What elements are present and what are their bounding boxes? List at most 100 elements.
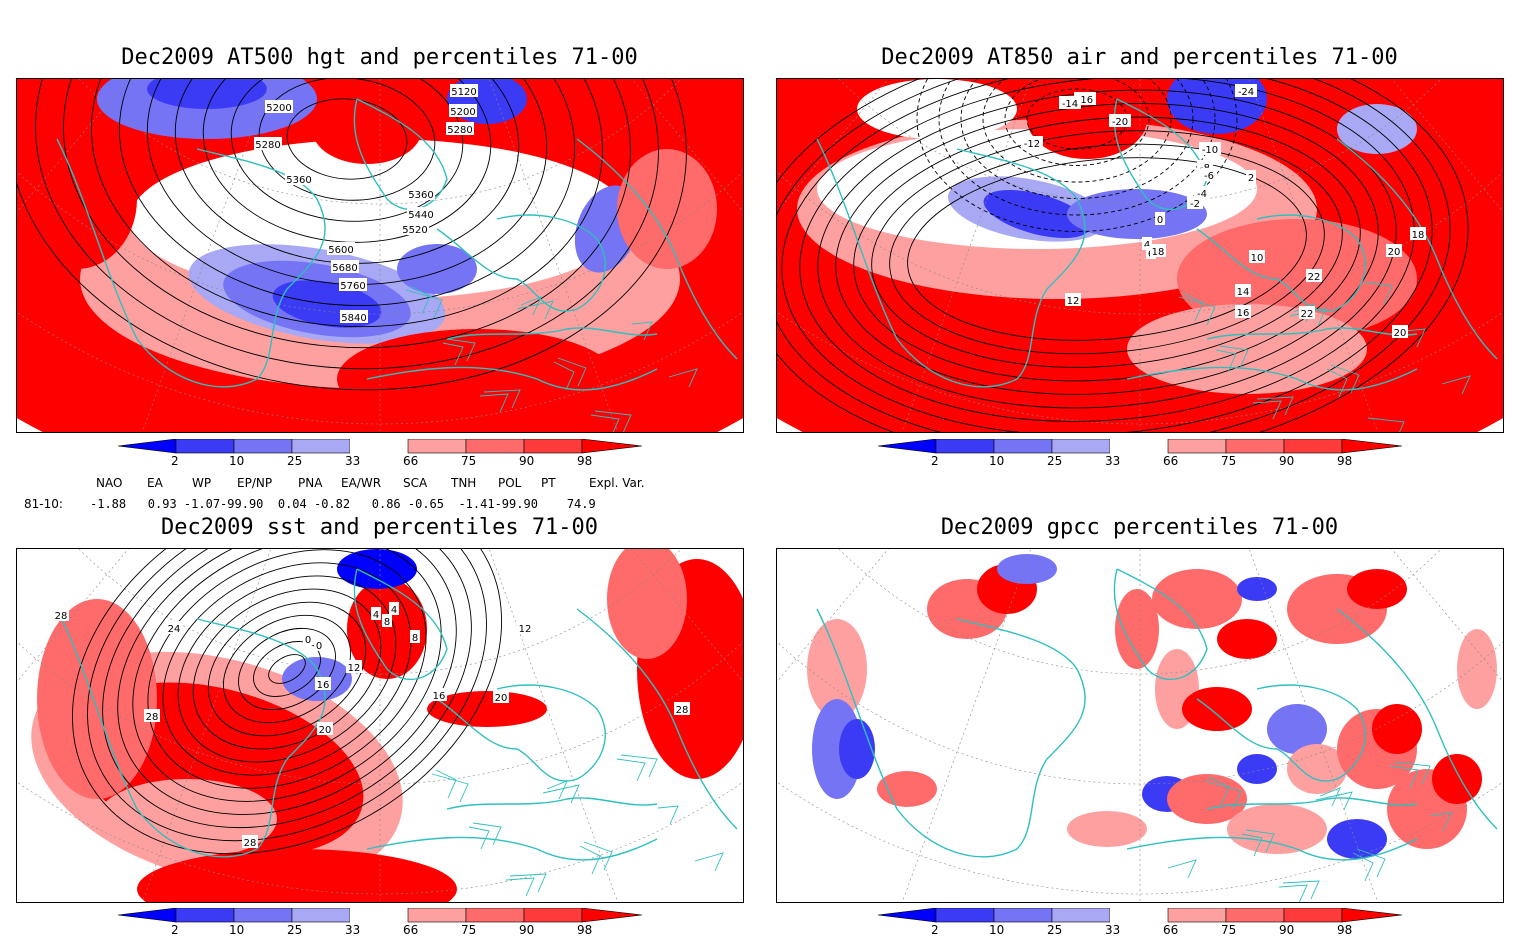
country-border (1167, 859, 1197, 879)
colorbar-swatch (993, 907, 1053, 923)
contour-label-text: 0 (1157, 215, 1163, 226)
colorbar-tick-label: 10 (229, 454, 245, 468)
colorbar-swatch (233, 438, 293, 454)
colorbar-tick-label: 75 (1221, 923, 1237, 937)
contour-label: 5200 (265, 100, 293, 114)
colorbar-tick-label: 98 (1337, 923, 1353, 937)
colorbar-tick-label: 10 (989, 454, 1005, 468)
contour-line (35, 79, 659, 370)
panel-title-hgt500: Dec2009 AT500 hgt and percentiles 71-00 (121, 45, 638, 70)
anomaly-region (312, 94, 422, 164)
precip-anomaly (1327, 819, 1387, 859)
colorbar-swatch (993, 438, 1053, 454)
colorbar-swatch (1283, 438, 1343, 454)
colorbar-tick-label: 66 (1163, 454, 1179, 468)
index-headers: NAO EA WP EP/NP PNA EA/WR SCA TNH POL PT Expl. Var… (0, 476, 760, 492)
coastline (816, 138, 1086, 388)
contour-line (63, 79, 631, 349)
contour-label-text: 4 (1144, 240, 1150, 251)
coastline (1336, 138, 1498, 360)
contour-label-text: 16 (317, 680, 330, 691)
contour-label-text: -2 (1190, 199, 1200, 210)
contour-label-bg (53, 608, 69, 621)
country-border (1356, 848, 1386, 878)
contour-label: 16 (1235, 305, 1251, 319)
contour-label: 4 (1142, 237, 1152, 251)
contour-label-text: 20 (319, 725, 332, 736)
contour-label-text: 20 (495, 693, 508, 704)
map-canvas-air850: -24-20-16-14-12-10-8-6-4-202461012141618… (777, 79, 1503, 432)
contour-label-bg (144, 709, 160, 722)
coastlines (56, 568, 738, 897)
anomaly-region (1067, 189, 1207, 239)
contour-label-bg (265, 100, 293, 113)
contour-line (177, 575, 397, 763)
contour-label-text: -16 (1077, 95, 1093, 106)
country-border (409, 285, 431, 315)
index-header: NAO (96, 476, 123, 490)
contour-label-text: 28 (676, 705, 689, 716)
country-border (694, 852, 724, 872)
precip-anomaly (1182, 687, 1252, 731)
coastline (353, 98, 448, 210)
coastline (576, 138, 738, 360)
country-border (1256, 396, 1294, 416)
country-border (1241, 833, 1263, 857)
colorbar-swatch (407, 907, 467, 923)
contour-label-text: 12 (348, 663, 361, 674)
contour-label-text: 5520 (402, 225, 427, 236)
contour-line (907, 157, 1307, 341)
contour-label-bg (1392, 325, 1408, 338)
contour-label-text: 0 (316, 641, 322, 652)
country-border (405, 289, 443, 319)
contour-label-text: -14 (1062, 99, 1078, 110)
anomaly-region (397, 244, 477, 294)
anomaly-region (1337, 104, 1417, 154)
colorbar-swatch (465, 438, 525, 454)
country-border (1282, 880, 1320, 900)
anomaly-region (17, 129, 137, 269)
colorbar-1: 2 10 25 33 66 75 90 98 (117, 438, 643, 469)
contour-label-text: 8 (412, 633, 418, 644)
precip-anomaly (1267, 704, 1327, 754)
colorbar-tick-label: 10 (989, 923, 1005, 937)
country-border (657, 805, 679, 825)
contour-label-text: 5680 (332, 263, 357, 274)
contour-label-text: 5280 (447, 125, 472, 136)
contour-line (117, 549, 457, 815)
contour-line (102, 549, 472, 829)
country-border (1252, 400, 1282, 420)
coastlines (816, 98, 1498, 432)
contour-lines (17, 79, 687, 391)
index-header: TNH (451, 476, 477, 490)
contour-label: 12 (1065, 293, 1081, 307)
colorbar-swatch (523, 438, 583, 454)
colorbar-swatch (291, 907, 351, 923)
country-border (631, 321, 653, 341)
colorbar-2: 2 10 25 33 66 75 90 98 (877, 438, 1403, 469)
country-border (1367, 417, 1405, 432)
contour-label-text: 28 (146, 712, 159, 723)
anomaly-region (983, 190, 1091, 238)
colorbar-arrow-right (1341, 907, 1403, 923)
colorbar-tick-label: 33 (345, 454, 361, 468)
contour-label-text: 5840 (341, 313, 366, 324)
colorbar-arrow-left (877, 438, 937, 454)
precip-anomaly (1347, 569, 1407, 609)
colorbar-tick-label: 2 (171, 923, 179, 937)
country-border (546, 780, 568, 800)
colorbar-tick-label: 33 (1105, 454, 1121, 468)
panel-title-air850: Dec2009 AT850 air and percentiles 71-00 (881, 45, 1398, 70)
colorbar-tick-label: 25 (287, 454, 303, 468)
country-border (1215, 349, 1237, 373)
colorbar-tick-label: 25 (1047, 454, 1063, 468)
contour-label-text: 12 (519, 624, 532, 635)
contour-label: 5520 (401, 222, 429, 236)
index-header: SCA (403, 476, 428, 490)
coastline (436, 214, 606, 312)
colorbar-tick-label: 75 (461, 923, 477, 937)
colorbar-swatch (465, 907, 525, 923)
contour-label-bg (389, 602, 399, 615)
colorbar-swatch (1051, 438, 1111, 454)
anomaly-region (337, 549, 417, 589)
